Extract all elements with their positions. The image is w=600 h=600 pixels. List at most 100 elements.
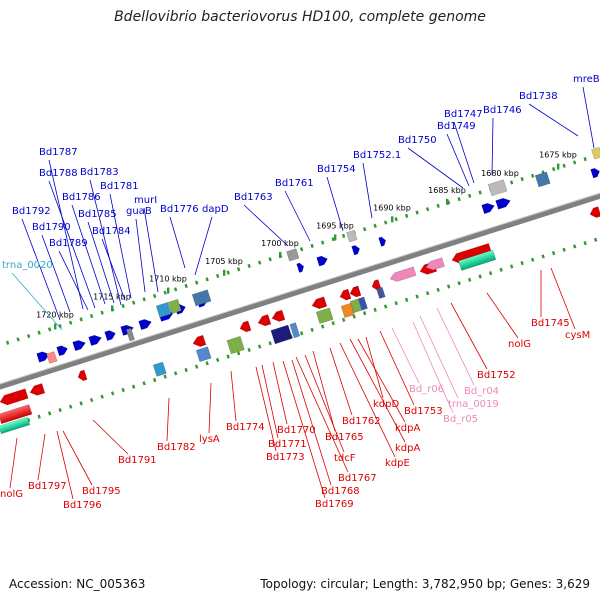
tick-label: 1690 kbp xyxy=(373,203,411,212)
label-leader xyxy=(391,327,420,384)
label-leader xyxy=(453,121,475,184)
gene-label-reverse: Bd1765 xyxy=(325,432,364,443)
forward-gene xyxy=(481,203,495,214)
tick-dot xyxy=(551,167,556,172)
label-leader xyxy=(11,272,63,331)
gene-label-reverse: Bd_r06 xyxy=(409,384,444,395)
gene-label-forward: Bd1781 xyxy=(100,181,139,192)
tick-dot xyxy=(509,180,514,185)
gene-label-forward: Bd1776 xyxy=(160,204,199,215)
feature-block xyxy=(46,351,58,364)
tick-dot xyxy=(152,293,157,299)
tick-dot xyxy=(362,311,367,316)
gene-label-forward: Bd1786 xyxy=(62,192,101,203)
tick-dot xyxy=(131,300,136,305)
tick-dot xyxy=(583,157,587,162)
tick-dot xyxy=(362,227,367,232)
label-leader xyxy=(272,361,288,425)
gene-label-reverse: Bd1796 xyxy=(63,500,102,511)
tick-dot xyxy=(478,190,482,195)
rna-track-wide xyxy=(0,416,31,435)
tick-dot xyxy=(142,381,146,386)
map-title: Bdellovibrio bacteriovorus HD100, comple… xyxy=(114,9,486,25)
tick-dot xyxy=(226,270,230,275)
gene-label-reverse: Bd1773 xyxy=(266,452,305,463)
label-leader xyxy=(349,338,406,443)
gene-label-reverse: lysA xyxy=(199,434,220,445)
major-tick xyxy=(557,163,560,170)
tick-dot xyxy=(562,163,566,168)
gene-label-forward: Bd1738 xyxy=(519,91,558,102)
rna-feature xyxy=(425,257,445,271)
backbone xyxy=(0,192,600,390)
tick-dot xyxy=(467,193,472,198)
feature-block xyxy=(152,361,167,377)
label-leader xyxy=(48,159,84,310)
gene-label-reverse: Bd_r04 xyxy=(464,386,499,397)
forward-gene xyxy=(495,198,511,210)
gene-label-reverse: nolG xyxy=(508,339,531,350)
tick-dot xyxy=(331,321,335,326)
forward-gene xyxy=(351,245,360,256)
backbone-line xyxy=(0,193,600,390)
accession-text: Accession: NC_005363 xyxy=(9,577,146,591)
label-leader xyxy=(436,307,475,386)
tick-dot xyxy=(341,233,346,238)
feature-block xyxy=(357,296,368,311)
tick-dot xyxy=(100,394,104,399)
label-leader xyxy=(304,354,345,453)
gene-label-reverse: Bd1769 xyxy=(315,499,354,510)
tick-dot xyxy=(205,277,209,282)
feature-block xyxy=(195,346,212,363)
tick-dot xyxy=(257,260,262,265)
gene-label-reverse: Bd_r05 xyxy=(443,414,478,425)
tick-dot xyxy=(572,244,577,249)
label-leader xyxy=(62,430,93,486)
features xyxy=(0,146,600,435)
label-leader xyxy=(582,86,595,149)
tick-dot xyxy=(446,284,451,289)
gene-label-reverse: Bd1795 xyxy=(82,486,121,497)
forward-gene xyxy=(72,340,86,352)
feature-block xyxy=(591,146,600,160)
feature-block xyxy=(167,298,182,314)
tick-dot xyxy=(541,254,545,259)
feature-block xyxy=(534,171,551,188)
rna-feature xyxy=(389,266,417,282)
feature-block xyxy=(226,336,245,355)
gene-label-forward: Bd1790 xyxy=(32,222,71,233)
tick-dot xyxy=(583,241,587,246)
gene-label-reverse: Bd1774 xyxy=(226,422,265,433)
gene-label-reverse: Bd1753 xyxy=(404,406,443,417)
forward-gene xyxy=(296,262,304,273)
gene-label-reverse: kdpD xyxy=(373,399,399,410)
forward-gene xyxy=(88,335,102,346)
label-leader xyxy=(419,315,459,399)
forward-gene xyxy=(138,319,152,331)
tick-dot xyxy=(100,310,104,315)
forward-gene xyxy=(590,168,600,179)
label-leader xyxy=(339,342,396,458)
gene-label-reverse: Bd1770 xyxy=(277,425,316,436)
label-leader xyxy=(329,347,353,416)
tick-label: 1710 kbp xyxy=(149,275,187,284)
gene-label-forward: trna_0020 xyxy=(2,260,53,271)
feature-block xyxy=(286,248,300,262)
tick-dot xyxy=(341,317,346,322)
label-leader xyxy=(362,162,373,219)
tick-dot xyxy=(593,237,598,242)
tick-dot xyxy=(499,267,503,272)
label-leader xyxy=(243,204,289,247)
tick-dot xyxy=(236,267,241,272)
label-leader xyxy=(41,234,71,313)
tick-dot xyxy=(320,324,325,329)
label-leader xyxy=(169,216,186,269)
major-tick xyxy=(279,251,282,258)
tick-dot xyxy=(142,297,146,302)
label-leader xyxy=(450,302,488,370)
tick-dot xyxy=(467,277,472,282)
label-lines xyxy=(9,86,595,500)
tick-dot xyxy=(299,247,304,252)
label-leader xyxy=(255,366,277,452)
